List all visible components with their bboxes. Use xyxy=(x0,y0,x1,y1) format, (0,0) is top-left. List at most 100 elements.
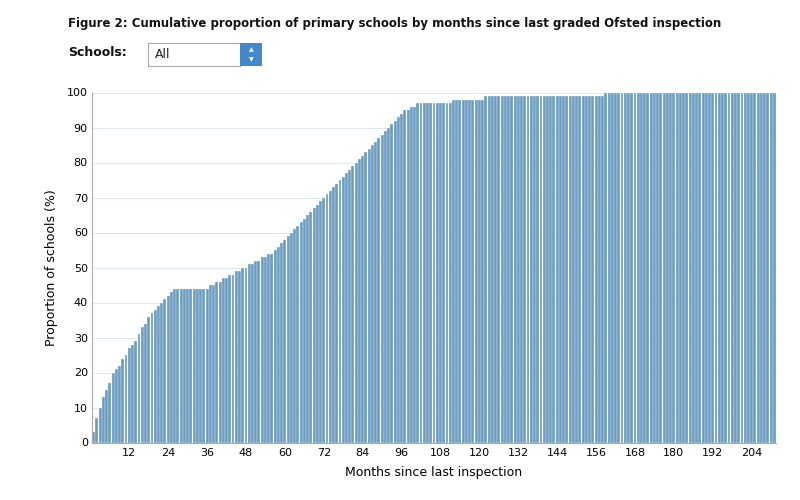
Bar xyxy=(296,226,299,442)
Bar xyxy=(231,274,234,442)
Bar xyxy=(222,278,225,442)
Bar xyxy=(730,92,734,442)
Bar xyxy=(131,344,134,442)
Bar xyxy=(598,96,601,443)
Bar xyxy=(634,92,637,442)
Bar xyxy=(157,306,160,442)
Bar xyxy=(462,100,465,442)
Bar xyxy=(154,310,157,442)
Bar xyxy=(264,257,267,442)
Bar xyxy=(112,372,114,442)
Bar xyxy=(478,100,481,442)
Bar xyxy=(637,92,640,442)
Bar xyxy=(536,96,539,443)
Bar xyxy=(711,92,714,442)
Bar xyxy=(539,96,542,443)
Bar xyxy=(193,288,195,442)
Bar xyxy=(556,96,558,443)
Bar xyxy=(630,92,634,442)
Bar xyxy=(504,96,506,443)
Bar xyxy=(218,282,222,442)
Bar xyxy=(354,162,358,442)
Bar xyxy=(640,92,643,442)
Bar xyxy=(601,96,604,443)
Bar xyxy=(163,299,166,442)
Bar xyxy=(526,96,530,443)
Bar xyxy=(646,92,650,442)
Bar xyxy=(274,250,277,442)
Bar xyxy=(569,96,572,443)
Bar xyxy=(621,92,623,442)
Bar xyxy=(102,397,105,442)
Bar xyxy=(170,292,173,442)
Bar xyxy=(498,96,500,443)
Bar xyxy=(594,96,598,443)
Bar xyxy=(186,288,189,442)
Bar xyxy=(381,134,383,442)
Bar xyxy=(248,264,250,442)
Text: Schools:: Schools: xyxy=(68,46,126,59)
Bar xyxy=(572,96,575,443)
Bar xyxy=(673,92,675,442)
Text: ▼: ▼ xyxy=(249,57,254,62)
Bar xyxy=(662,92,666,442)
Bar xyxy=(514,96,517,443)
Bar xyxy=(209,285,212,442)
Bar xyxy=(481,100,484,442)
Bar xyxy=(234,271,238,442)
Bar xyxy=(300,222,302,442)
Bar xyxy=(166,296,170,442)
Bar xyxy=(734,92,737,442)
Bar xyxy=(183,288,186,442)
Bar xyxy=(566,96,568,443)
Bar xyxy=(689,92,691,442)
Bar xyxy=(134,341,138,442)
Bar xyxy=(542,96,546,443)
Bar xyxy=(611,92,614,442)
Bar xyxy=(588,96,591,443)
Bar xyxy=(118,366,121,442)
Bar xyxy=(242,268,244,442)
Bar xyxy=(446,103,449,442)
Bar xyxy=(98,408,102,442)
Bar xyxy=(423,103,426,442)
Bar xyxy=(591,96,594,443)
Bar xyxy=(368,148,370,443)
Bar xyxy=(692,92,694,442)
Bar xyxy=(326,194,329,442)
Bar xyxy=(614,92,617,442)
Bar xyxy=(348,170,351,442)
Bar xyxy=(413,106,416,442)
Bar xyxy=(433,103,435,442)
Bar xyxy=(150,313,154,442)
Bar xyxy=(410,106,413,442)
Bar xyxy=(206,288,209,442)
Bar xyxy=(105,390,108,442)
Bar xyxy=(160,302,163,442)
Bar xyxy=(760,92,763,442)
Bar xyxy=(724,92,727,442)
Bar xyxy=(329,190,332,442)
Bar xyxy=(458,100,462,442)
Bar xyxy=(679,92,682,442)
Bar xyxy=(643,92,646,442)
Y-axis label: Proportion of schools (%): Proportion of schools (%) xyxy=(46,189,58,346)
Bar xyxy=(125,355,127,442)
Bar xyxy=(559,96,562,443)
Bar xyxy=(747,92,750,442)
Bar xyxy=(705,92,708,442)
Bar xyxy=(416,103,419,442)
Bar xyxy=(202,288,206,442)
Bar xyxy=(738,92,740,442)
Bar xyxy=(676,92,678,442)
Bar xyxy=(669,92,672,442)
Bar xyxy=(578,96,582,443)
Bar xyxy=(215,282,218,442)
Bar xyxy=(335,184,338,442)
Bar xyxy=(510,96,514,443)
Bar xyxy=(533,96,536,443)
Bar xyxy=(501,96,503,443)
Bar xyxy=(128,348,130,442)
Bar xyxy=(520,96,523,443)
Bar xyxy=(523,96,526,443)
